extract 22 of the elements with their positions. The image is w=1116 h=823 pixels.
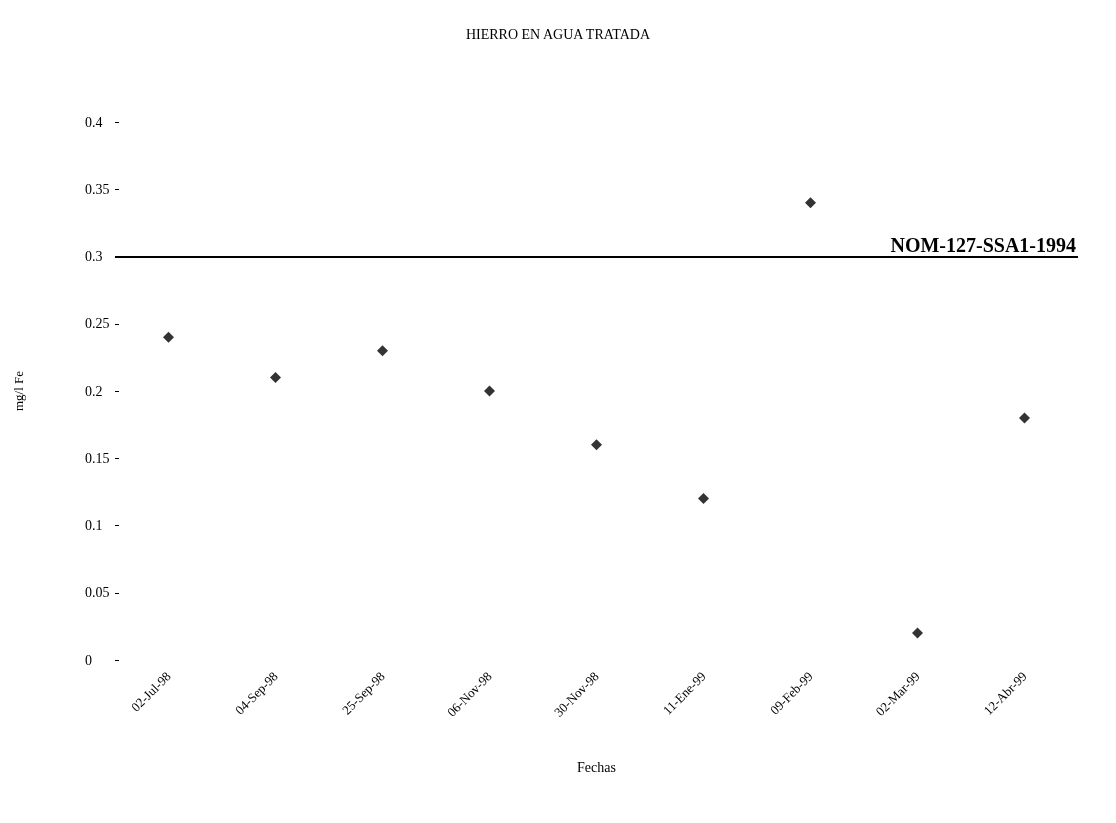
y-tick-label: 0.3 xyxy=(85,249,103,264)
point xyxy=(912,627,923,639)
y-axis-title: mg/l Fe xyxy=(11,370,26,412)
y-tick-label: 0 xyxy=(85,652,92,668)
point xyxy=(270,372,281,384)
chart-title: HIERRO EN AGUA TRATADA xyxy=(465,26,651,42)
point xyxy=(805,197,816,209)
y-tick-label: 0.2 xyxy=(85,383,103,399)
y-tick-label: 0.25 xyxy=(85,316,110,332)
x-axis-title: Fechas xyxy=(577,759,616,775)
point xyxy=(698,493,709,505)
y-tick-label: 0.35 xyxy=(85,181,110,197)
point xyxy=(1019,412,1030,424)
point xyxy=(484,385,495,397)
y-tick-label: 0.4 xyxy=(85,114,103,130)
point xyxy=(377,345,388,357)
point xyxy=(163,331,174,343)
y-tick-label: 0.1 xyxy=(85,518,103,533)
y-tick-label: 0.15 xyxy=(85,450,110,466)
y-tick-label: 0.05 xyxy=(85,585,110,601)
point xyxy=(591,439,602,451)
ref-line-label: NOM-127-SSA1-1994 xyxy=(890,233,1076,256)
